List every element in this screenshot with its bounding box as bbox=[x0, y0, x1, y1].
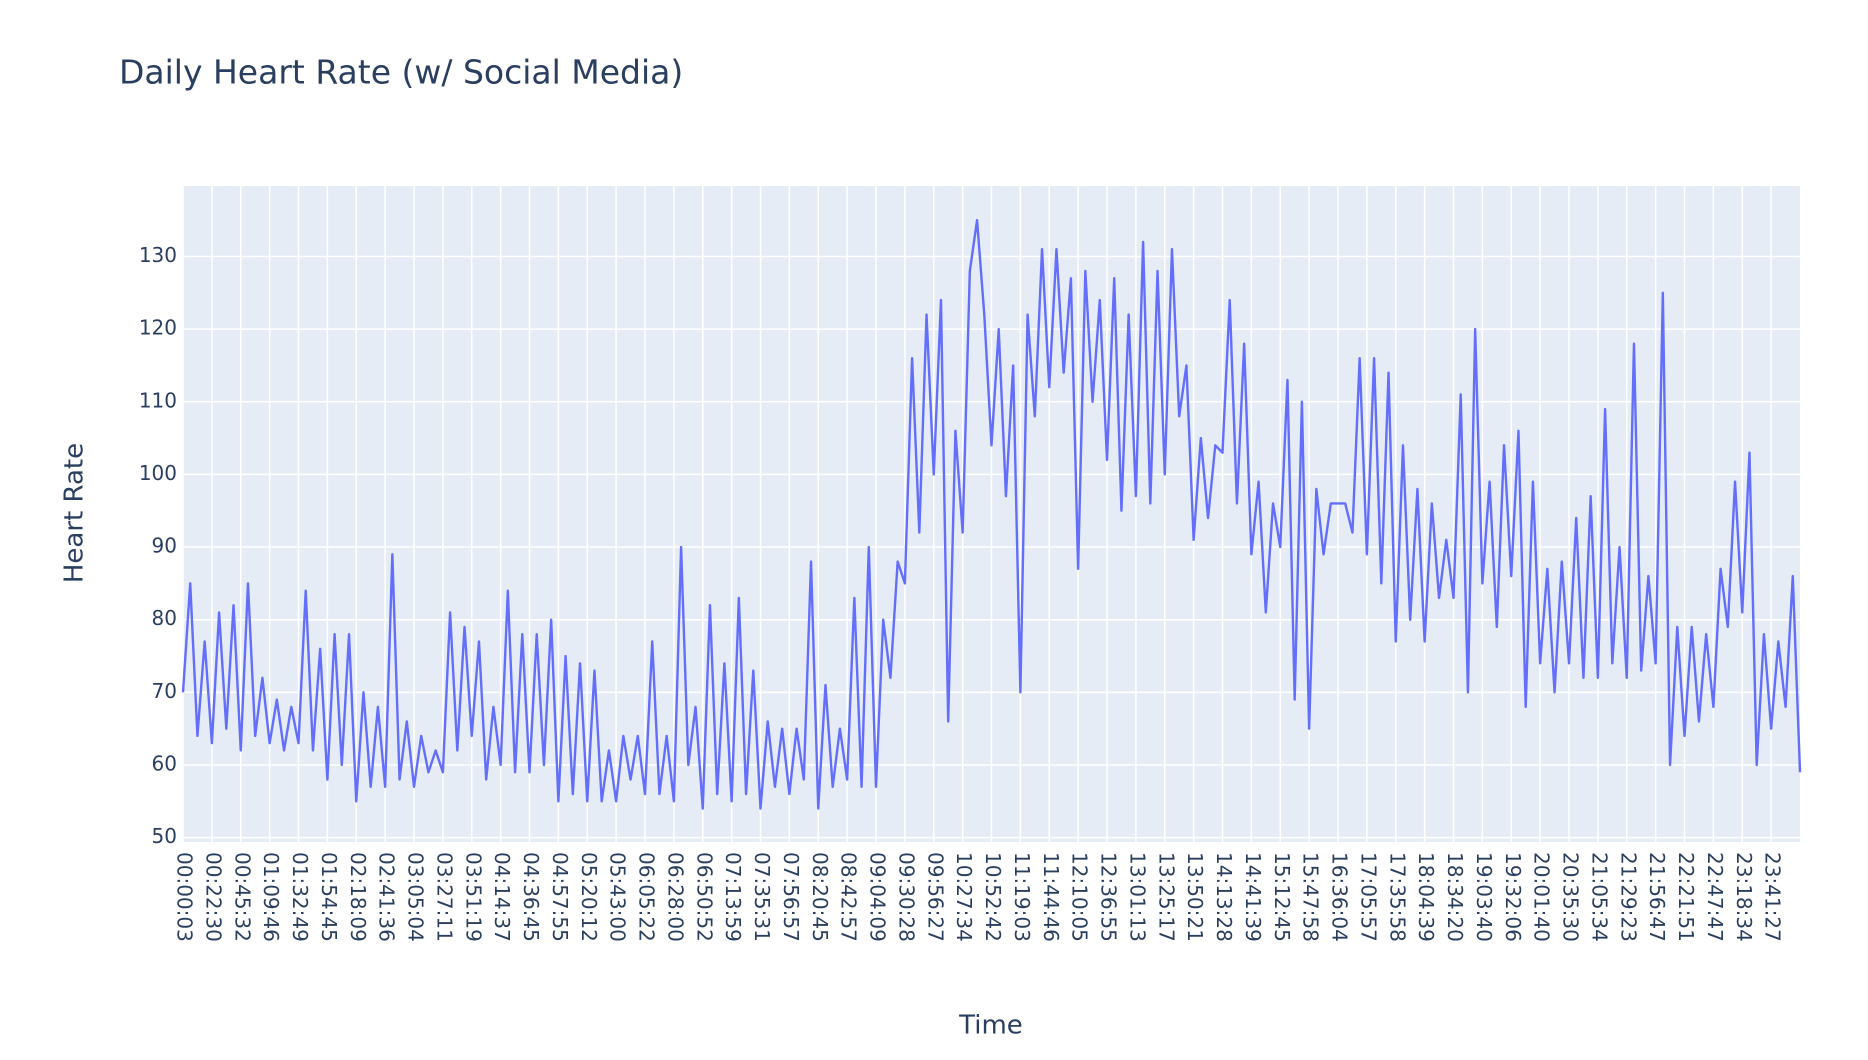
labels: 50 60 70 80 90 100 110 120 130 00:00:03 00:22:30 00… bbox=[139, 243, 1785, 942]
x-tick-label: 01:54:45 bbox=[317, 852, 341, 942]
x-tick-label: 18:34:20 bbox=[1443, 852, 1467, 942]
x-tick-label: 20:01:40 bbox=[1530, 852, 1554, 942]
x-tick-label: 19:03:40 bbox=[1472, 852, 1496, 942]
x-tick-label: 04:57:55 bbox=[548, 852, 572, 942]
y-tick-label: 80 bbox=[152, 606, 177, 630]
x-tick-label: 03:05:04 bbox=[404, 852, 428, 942]
y-tick-label: 120 bbox=[139, 316, 177, 340]
x-tick-label: 12:10:05 bbox=[1068, 852, 1092, 942]
x-tick-label: 08:20:45 bbox=[808, 852, 832, 942]
x-tick-label: 14:41:39 bbox=[1241, 852, 1265, 942]
x-tick-label: 09:04:09 bbox=[866, 852, 890, 942]
x-tick-label: 22:47:47 bbox=[1703, 852, 1727, 942]
x-tick-label: 07:35:31 bbox=[750, 852, 774, 942]
x-tick-label: 05:20:12 bbox=[577, 852, 601, 942]
x-tick-label: 03:27:11 bbox=[432, 852, 456, 942]
x-tick-label: 09:56:27 bbox=[923, 852, 947, 942]
x-tick-label: 14:13:28 bbox=[1212, 852, 1236, 942]
x-tick-label: 17:35:58 bbox=[1385, 852, 1409, 942]
x-tick-label: 03:51:19 bbox=[461, 852, 485, 942]
y-tick-label: 130 bbox=[139, 243, 177, 267]
x-tick-label: 00:45:32 bbox=[230, 852, 254, 942]
x-tick-label: 07:13:59 bbox=[721, 852, 745, 942]
line bbox=[181, 218, 1802, 810]
chart-title: Daily Heart Rate (w/ Social Media) bbox=[119, 53, 683, 92]
x-tick-label: 06:50:52 bbox=[692, 852, 716, 942]
x-tick-label: 08:42:57 bbox=[837, 852, 861, 942]
x-tick-label: 11:19:03 bbox=[1010, 852, 1034, 942]
x-tick-label: 20:35:30 bbox=[1559, 852, 1583, 942]
x-tick-label: 19:32:06 bbox=[1501, 852, 1525, 942]
x-tick-label: 07:56:57 bbox=[779, 852, 803, 942]
y-tick-label: 70 bbox=[152, 679, 177, 703]
x-tick-label: 01:09:46 bbox=[259, 852, 283, 942]
x-tick-label: 09:30:28 bbox=[894, 852, 918, 942]
x-tick-label: 13:50:21 bbox=[1183, 852, 1207, 942]
x-tick-label: 10:52:42 bbox=[981, 852, 1005, 942]
y-tick-label: 90 bbox=[152, 534, 177, 558]
x-tick-label: 18:04:39 bbox=[1414, 852, 1438, 942]
x-tick-label: 01:32:49 bbox=[288, 852, 312, 942]
x-tick-label: 22:21:51 bbox=[1674, 852, 1698, 942]
x-tick-label: 06:28:00 bbox=[663, 852, 687, 942]
y-tick-label: 50 bbox=[152, 824, 177, 848]
x-tick-label: 02:41:36 bbox=[375, 852, 399, 942]
y-tick-label: 100 bbox=[139, 461, 177, 485]
x-tick-label: 05:43:00 bbox=[606, 852, 630, 942]
x-tick-label: 15:47:58 bbox=[1299, 852, 1323, 942]
x-axis-title: Time bbox=[958, 1011, 1023, 1041]
x-tick-label: 06:05:22 bbox=[635, 852, 659, 942]
x-tick-label: 16:36:04 bbox=[1328, 852, 1352, 942]
x-tick-label: 15:12:45 bbox=[1270, 852, 1294, 942]
x-tick-label: 21:05:34 bbox=[1587, 852, 1611, 942]
x-tick-label: 13:25:17 bbox=[1154, 852, 1178, 942]
x-tick-label: 11:44:46 bbox=[1039, 852, 1063, 942]
y-axis-title: Heart Rate bbox=[60, 443, 90, 583]
x-tick-label: 02:18:09 bbox=[346, 852, 370, 942]
x-tick-label: 23:18:34 bbox=[1732, 852, 1756, 942]
y-tick-label: 110 bbox=[139, 388, 177, 412]
x-tick-label: 04:14:37 bbox=[490, 852, 514, 942]
x-tick-label: 21:56:47 bbox=[1645, 852, 1669, 942]
x-tick-label: 04:36:45 bbox=[519, 852, 543, 942]
marks bbox=[181, 218, 1802, 810]
x-tick-label: 21:29:23 bbox=[1616, 852, 1640, 942]
x-tick-label: 12:36:55 bbox=[1097, 852, 1121, 942]
x-tick-label: 23:41:27 bbox=[1761, 852, 1785, 942]
x-tick-label: 00:22:30 bbox=[201, 852, 225, 942]
y-tick-label: 60 bbox=[152, 751, 177, 775]
x-tick-label: 13:01:13 bbox=[1125, 852, 1149, 942]
x-tick-label: 17:05:57 bbox=[1356, 852, 1380, 942]
x-tick-label: 00:00:03 bbox=[173, 852, 197, 942]
x-tick-label: 10:27:34 bbox=[952, 852, 976, 942]
